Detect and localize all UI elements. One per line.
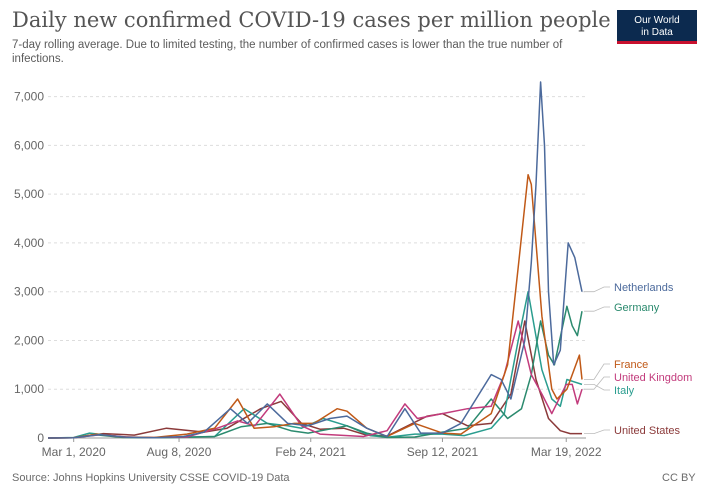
leader-line-netherlands <box>584 286 610 293</box>
series-line-netherlands <box>47 81 583 439</box>
series-label-united-kingdom: United Kingdom <box>614 372 692 384</box>
y-tick-label: 2,000 <box>14 333 44 347</box>
source-note: Source: Johns Hopkins University CSSE CO… <box>12 472 290 484</box>
y-tick-label: 6,000 <box>14 138 44 152</box>
y-tick-label: 0 <box>37 431 44 445</box>
series-line-france <box>47 173 583 439</box>
chart-subtitle: 7-day rolling average. Due to limited te… <box>12 39 563 65</box>
chart-title: Daily new confirmed COVID-19 cases per m… <box>12 8 611 32</box>
series-label-united-states: United States <box>614 425 681 437</box>
series-label-italy: Italy <box>614 385 635 397</box>
x-tick-label: Aug 8, 2020 <box>147 445 212 459</box>
logo-line-1: Our World <box>634 15 680 26</box>
logo-line-2: in Data <box>641 27 673 38</box>
leader-line-united-kingdom <box>584 376 610 390</box>
y-tick-label: 5,000 <box>14 187 44 201</box>
series-line-germany <box>47 305 583 439</box>
license-label[interactable]: CC BY <box>662 472 696 484</box>
x-tick-label: Sep 12, 2021 <box>407 445 479 459</box>
y-tick-label: 7,000 <box>14 90 44 104</box>
x-tick-label: Mar 19, 2022 <box>531 445 602 459</box>
owid-logo[interactable]: Our World in Data <box>617 10 697 44</box>
y-tick-label: 4,000 <box>14 236 44 250</box>
leader-line-italy <box>584 384 610 391</box>
leader-line-united-states <box>584 429 610 434</box>
y-tick-label: 1,000 <box>14 382 44 396</box>
x-tick-label: Feb 24, 2021 <box>275 445 346 459</box>
y-tick-label: 3,000 <box>14 285 44 299</box>
series-line-italy <box>47 290 583 439</box>
leader-line-france <box>584 363 610 380</box>
x-tick-label: Mar 1, 2020 <box>42 445 106 459</box>
series-label-france: France <box>614 359 648 371</box>
series-label-germany: Germany <box>614 302 660 314</box>
leader-line-germany <box>584 306 610 312</box>
series-label-netherlands: Netherlands <box>614 282 674 294</box>
